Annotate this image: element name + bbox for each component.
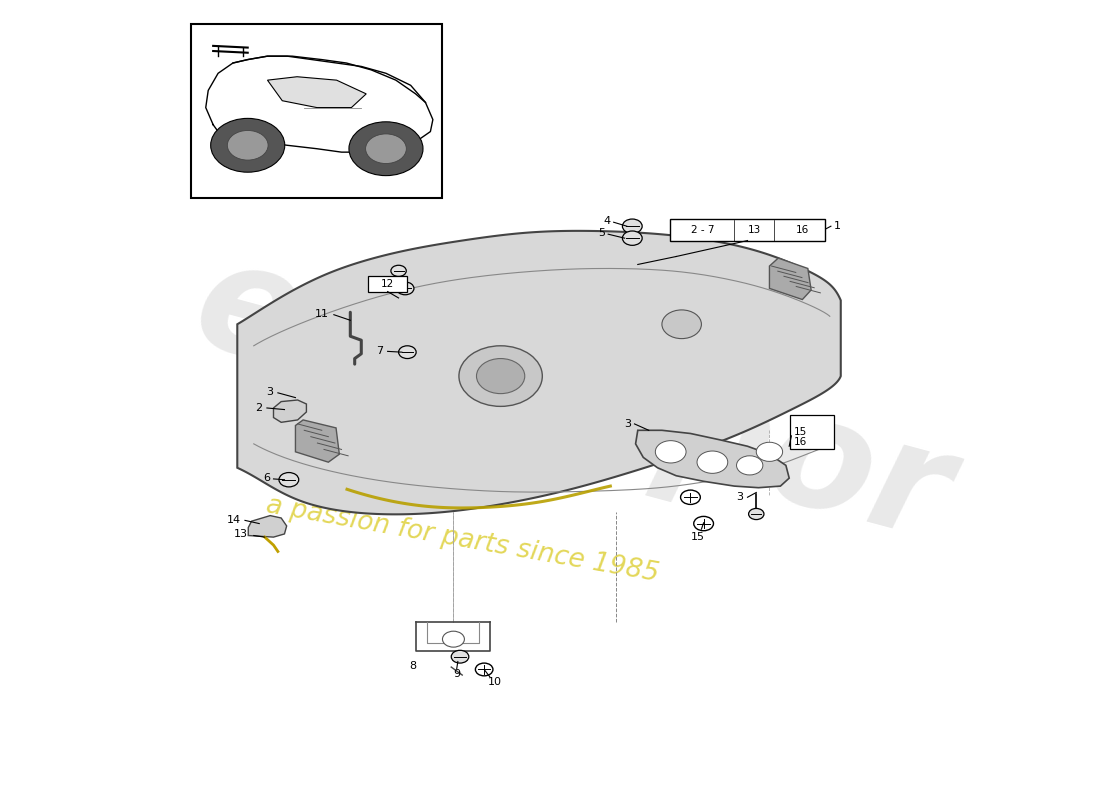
Circle shape: [623, 231, 642, 246]
Text: 6: 6: [263, 473, 271, 483]
Text: 1: 1: [834, 222, 842, 231]
Text: 3: 3: [736, 492, 744, 502]
FancyBboxPatch shape: [191, 24, 442, 198]
Circle shape: [442, 631, 464, 647]
Circle shape: [398, 346, 416, 358]
Circle shape: [459, 346, 542, 406]
Polygon shape: [238, 231, 840, 514]
FancyBboxPatch shape: [670, 219, 825, 242]
FancyBboxPatch shape: [367, 277, 407, 292]
Text: a passion for parts since 1985: a passion for parts since 1985: [264, 492, 661, 587]
Circle shape: [228, 130, 268, 160]
Circle shape: [623, 219, 642, 234]
Circle shape: [662, 310, 702, 338]
Polygon shape: [267, 77, 366, 107]
Polygon shape: [296, 420, 339, 462]
Text: 3: 3: [624, 419, 631, 429]
Circle shape: [757, 442, 782, 462]
Text: 15: 15: [691, 531, 705, 542]
Text: eurospor: eurospor: [179, 228, 965, 572]
Circle shape: [211, 118, 285, 172]
Polygon shape: [769, 258, 811, 299]
Polygon shape: [274, 400, 307, 422]
Circle shape: [390, 266, 406, 277]
Polygon shape: [249, 515, 287, 537]
Circle shape: [451, 650, 469, 663]
Circle shape: [749, 509, 764, 519]
Text: 13: 13: [234, 529, 249, 539]
Text: 2 - 7: 2 - 7: [691, 225, 714, 235]
Text: 9: 9: [453, 670, 460, 679]
Text: 15: 15: [793, 427, 806, 437]
Text: 13: 13: [748, 225, 761, 235]
Text: 5: 5: [598, 227, 605, 238]
Polygon shape: [636, 430, 789, 488]
Text: 16: 16: [795, 225, 808, 235]
Text: 16: 16: [793, 438, 806, 447]
Circle shape: [737, 456, 763, 475]
Circle shape: [697, 451, 728, 474]
Text: 4: 4: [603, 216, 611, 226]
Text: 12: 12: [381, 279, 394, 290]
Text: 8: 8: [409, 662, 417, 671]
Circle shape: [656, 441, 686, 463]
Text: 11: 11: [315, 309, 329, 319]
Text: 2: 2: [255, 403, 263, 413]
Circle shape: [476, 358, 525, 394]
Circle shape: [365, 134, 406, 163]
Text: 7: 7: [376, 346, 383, 355]
FancyBboxPatch shape: [790, 415, 834, 449]
Text: 3: 3: [266, 387, 274, 397]
Text: 14: 14: [227, 514, 241, 525]
Circle shape: [279, 473, 299, 487]
Circle shape: [396, 282, 414, 294]
Circle shape: [349, 122, 424, 176]
Text: 10: 10: [488, 678, 502, 687]
